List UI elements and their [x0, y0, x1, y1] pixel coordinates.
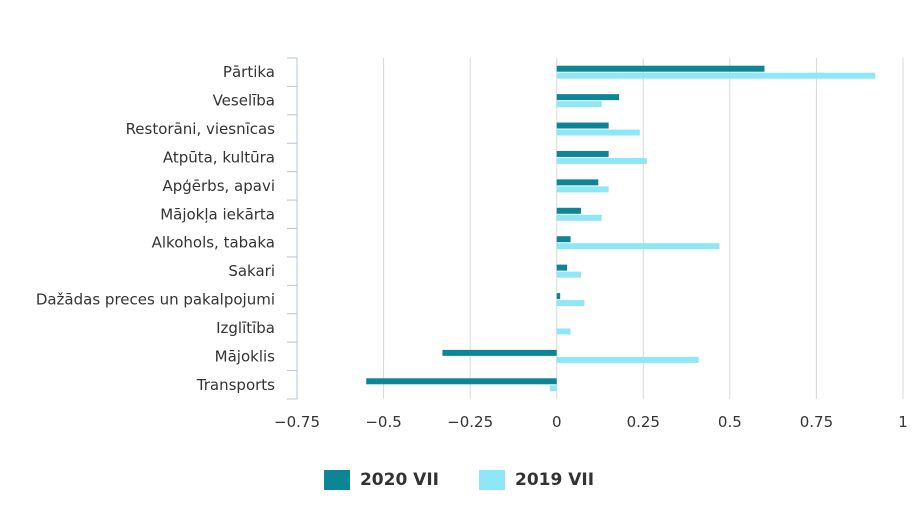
bar-2019[interactable] — [556, 243, 720, 250]
x-tick-label: −0.25 — [447, 413, 493, 431]
bar-2020[interactable] — [556, 207, 581, 214]
bar-2020[interactable] — [556, 179, 599, 186]
category-axis — [287, 57, 298, 400]
legend-label-2020: 2020 VII — [359, 470, 439, 490]
bar-2019[interactable] — [556, 157, 647, 164]
category-label: Mājokļa iekārta — [160, 205, 275, 223]
bar-2020[interactable] — [442, 349, 557, 356]
category-label: Apģērbs, apavi — [162, 177, 275, 195]
x-tick-label: 0 — [552, 413, 562, 431]
x-tick-label: 0.5 — [718, 413, 742, 431]
bar-chart: Pārtika Veselība Restorāni, viesnīcas Atpūt… — [36, 57, 908, 431]
category-label: Izglītība — [216, 319, 275, 337]
bar-2020[interactable] — [556, 236, 571, 243]
category-label: Veselība — [213, 92, 275, 110]
category-label: Atpūta, kultūra — [163, 148, 275, 166]
grid-lines — [383, 58, 904, 399]
bar-2019[interactable] — [556, 72, 876, 79]
legend-swatch-2019 — [479, 470, 505, 490]
bar-2019[interactable] — [556, 129, 640, 136]
category-labels: Pārtika Veselība Restorāni, viesnīcas Atpūt… — [36, 63, 275, 394]
category-label: Transports — [196, 376, 275, 394]
category-label: Pārtika — [223, 63, 275, 81]
x-tick-label: −0.75 — [274, 413, 320, 431]
legend-label-2019: 2019 VII — [515, 470, 595, 490]
bar-2019[interactable] — [556, 356, 699, 363]
bar-2020[interactable] — [556, 264, 568, 271]
x-tick-label: −0.5 — [365, 413, 401, 431]
bar-2019[interactable] — [556, 186, 609, 193]
category-label: Restorāni, viesnīcas — [126, 120, 276, 138]
legend-swatch-2020 — [323, 470, 350, 490]
bar-2020[interactable] — [556, 293, 561, 300]
bar-2020[interactable] — [366, 378, 557, 385]
bar-2019[interactable] — [549, 385, 557, 392]
bar-2019[interactable] — [556, 214, 602, 221]
category-label: Alkohols, tabaka — [152, 234, 275, 252]
category-label: Dažādas preces un pakalpojumi — [36, 291, 275, 309]
legend-item-2019[interactable]: 2019 VII — [479, 470, 594, 490]
x-tick-label: 0.75 — [800, 413, 833, 431]
x-tick-label: 0.25 — [627, 413, 660, 431]
legend: 2020 VII 2019 VII — [0, 470, 918, 490]
bar-2019[interactable] — [556, 300, 585, 307]
bars — [366, 65, 876, 392]
legend-item-2020[interactable]: 2020 VII — [323, 470, 439, 490]
category-label: Sakari — [228, 262, 275, 280]
bar-2020[interactable] — [556, 65, 765, 72]
x-tick-labels: −0.75 −0.5 −0.25 0 0.25 0.5 0.75 1 — [274, 413, 908, 431]
bar-2020[interactable] — [556, 94, 620, 101]
x-tick-label: 1 — [898, 413, 908, 431]
bar-2019[interactable] — [556, 328, 571, 335]
bar-2019[interactable] — [556, 101, 602, 108]
bar-2020[interactable] — [556, 122, 609, 129]
bar-2019[interactable] — [556, 271, 581, 278]
category-label: Mājoklis — [215, 347, 276, 365]
bar-2020[interactable] — [556, 150, 609, 157]
